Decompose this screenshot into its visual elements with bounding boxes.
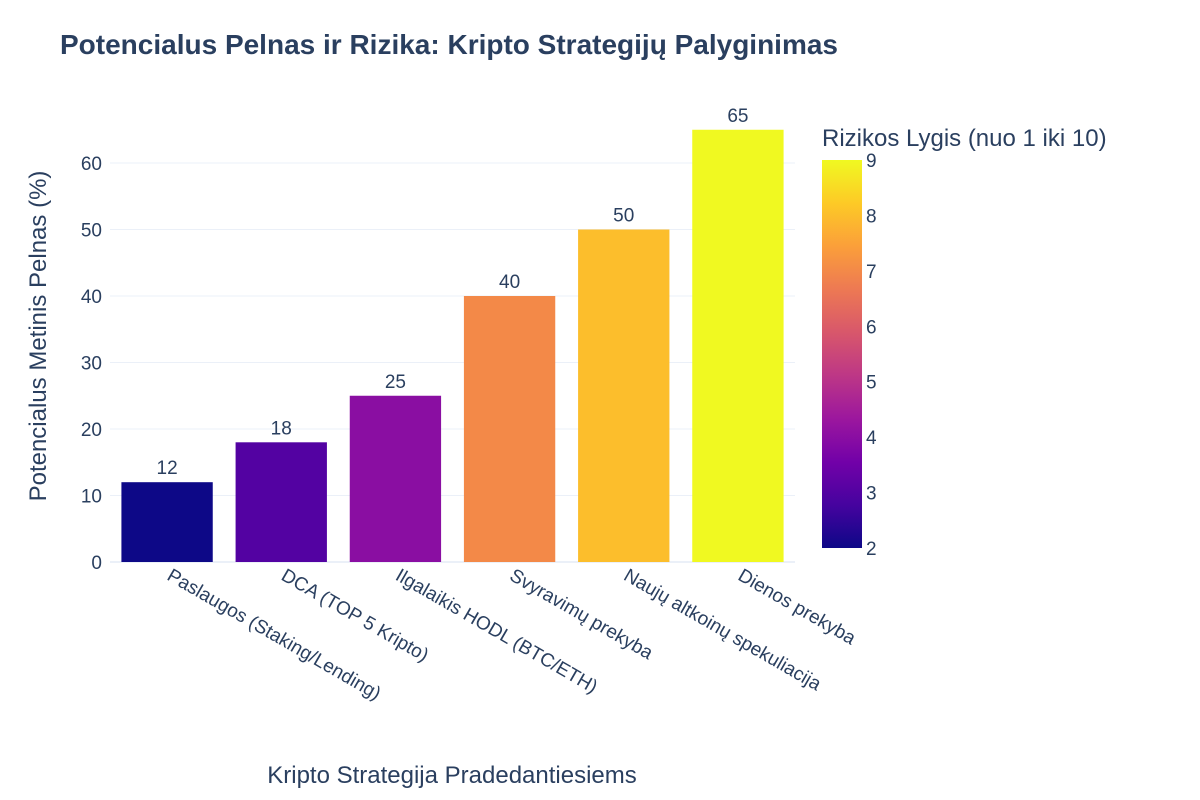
colorbar-title: Rizikos Lygis (nuo 1 iki 10) xyxy=(822,125,1107,152)
y-tick-label: 60 xyxy=(81,154,102,175)
bar[interactable] xyxy=(463,296,556,562)
bar-value-label: 50 xyxy=(613,206,634,227)
x-tick-label: Naujų altkoinų spekuliacija xyxy=(620,565,825,695)
y-tick-label: 0 xyxy=(91,553,102,574)
y-tick-label: 50 xyxy=(81,221,102,242)
colorbar-tick-label: 4 xyxy=(866,428,877,449)
y-tick-label: 40 xyxy=(81,287,102,308)
bar-value-label: 12 xyxy=(157,458,178,479)
bar-value-label: 25 xyxy=(385,372,406,393)
y-tick-label: 10 xyxy=(81,487,102,508)
y-tick-label: 20 xyxy=(81,420,102,441)
x-tick-label: Paslaugos (Staking/Lending) xyxy=(163,565,384,705)
x-tick-label: Ilgalaikis HODL (BTC/ETH) xyxy=(392,565,601,698)
chart-title: Potencialus Pelnas ir Rizika: Kripto Str… xyxy=(60,29,838,60)
colorbar-tick-label: 7 xyxy=(866,262,877,283)
bar-value-label: 18 xyxy=(271,418,292,439)
y-axis-title: Potencialus Metinis Pelnas (%) xyxy=(25,171,52,502)
bar[interactable] xyxy=(578,229,670,563)
bar[interactable] xyxy=(121,482,213,562)
bar[interactable] xyxy=(692,129,784,562)
bar-value-label: 40 xyxy=(499,272,520,293)
y-tick-label: 30 xyxy=(81,354,102,375)
colorbar-tick-label: 3 xyxy=(866,484,877,505)
x-axis-title: Kripto Strategija Pradedantiesiems xyxy=(267,762,637,789)
colorbar xyxy=(822,160,862,548)
colorbar-tick-label: 2 xyxy=(866,539,877,560)
bar[interactable] xyxy=(349,395,442,562)
colorbar-tick-label: 9 xyxy=(866,151,877,172)
colorbar-tick-label: 8 xyxy=(866,206,877,227)
colorbar-tick-label: 6 xyxy=(866,317,877,338)
bar[interactable] xyxy=(235,442,327,562)
colorbar-tick-label: 5 xyxy=(866,373,877,394)
bar-value-label: 65 xyxy=(727,106,748,127)
